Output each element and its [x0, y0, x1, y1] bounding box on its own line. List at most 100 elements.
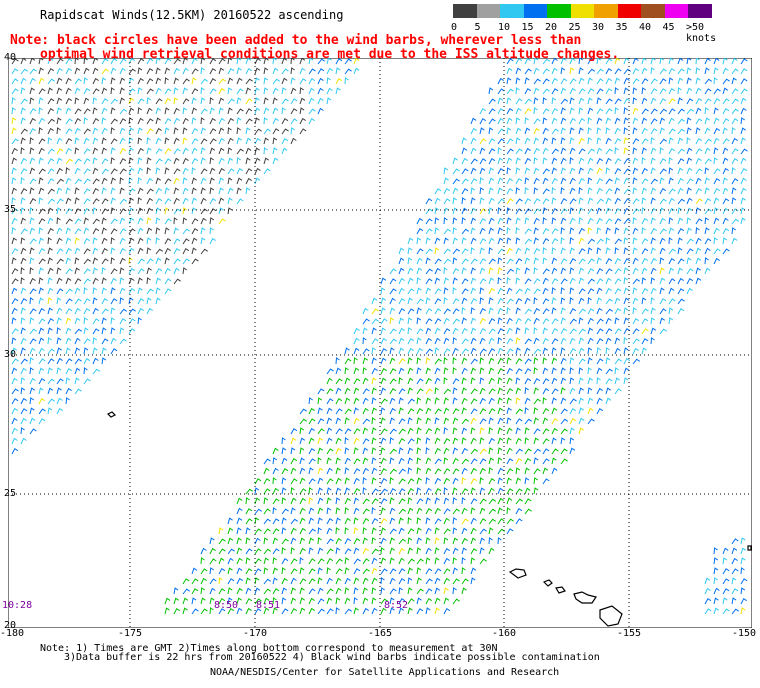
wind-barb — [506, 198, 514, 205]
wind-barb — [335, 367, 342, 375]
wind-barb — [434, 417, 440, 425]
wind-barb — [200, 208, 208, 215]
wind-barb — [29, 257, 35, 265]
wind-barb — [83, 357, 91, 365]
wind-barb — [119, 127, 126, 135]
wind-barb — [659, 117, 666, 125]
wind-barb — [155, 207, 161, 215]
wind-barb — [29, 288, 37, 295]
wind-barb — [632, 107, 639, 115]
wind-barb — [497, 198, 505, 205]
wind-barb — [569, 177, 576, 185]
wind-barb — [245, 87, 251, 95]
wind-barb — [452, 497, 458, 505]
wind-barb — [245, 557, 251, 565]
wind-barb — [596, 397, 603, 405]
legend-swatch-10 — [688, 4, 712, 18]
wind-barb — [551, 297, 557, 305]
wind-barb — [443, 468, 451, 475]
wind-barb — [47, 297, 53, 305]
wind-barb — [191, 68, 199, 75]
wind-barb — [443, 537, 449, 545]
wind-barb — [461, 488, 469, 495]
wind-barb — [596, 157, 603, 165]
wind-barb — [56, 288, 64, 295]
wind-barb — [488, 177, 495, 185]
wind-barb — [371, 527, 377, 535]
wind-barb — [236, 517, 243, 525]
wind-barb — [407, 567, 413, 575]
wind-barb — [569, 337, 576, 345]
wind-barb — [488, 477, 496, 485]
wind-barb — [488, 297, 494, 305]
wind-barb — [38, 237, 44, 245]
wind-barb — [533, 387, 539, 395]
wind-barb — [209, 77, 217, 85]
wind-barb — [551, 137, 557, 145]
wind-barb — [452, 347, 459, 355]
wind-barb — [740, 68, 748, 75]
wind-barb — [470, 417, 477, 425]
wind-barb — [497, 117, 504, 125]
wind-barb — [497, 227, 503, 235]
wind-barb — [695, 127, 701, 135]
wind-barb — [632, 187, 638, 195]
wind-barb — [425, 588, 433, 595]
wind-barb — [29, 377, 36, 385]
wind-barb — [155, 227, 161, 235]
wind-barb — [254, 107, 261, 115]
wind-barb — [290, 568, 298, 575]
wind-barb — [47, 148, 55, 155]
wind-barb — [659, 88, 667, 95]
wind-barb — [416, 248, 424, 255]
wind-barb — [542, 257, 548, 265]
wind-barb — [20, 147, 25, 155]
wind-barb — [344, 537, 351, 545]
wind-barb — [614, 347, 621, 355]
wind-barb — [47, 87, 53, 95]
wind-barb — [137, 167, 144, 175]
wind-barb — [353, 497, 359, 505]
wind-barb — [479, 477, 484, 485]
wind-barb — [308, 588, 316, 595]
wind-barb — [38, 77, 45, 85]
wind-barb — [209, 88, 217, 95]
wind-barb — [551, 177, 558, 185]
wind-barb — [137, 307, 144, 315]
wind-barb — [425, 248, 433, 255]
wind-barb — [155, 107, 162, 115]
wind-barb — [74, 167, 81, 175]
wind-barb — [101, 98, 109, 105]
wind-barb — [596, 217, 603, 225]
wind-barb — [425, 507, 433, 515]
wind-barb — [272, 447, 279, 455]
wind-barb — [173, 208, 181, 215]
wind-barb — [335, 547, 341, 555]
wind-barb — [461, 447, 468, 455]
wind-barb — [605, 218, 613, 225]
wind-barb — [83, 327, 89, 335]
wind-barb — [704, 597, 712, 605]
wind-barb — [398, 407, 404, 415]
wind-barb — [533, 297, 538, 305]
wind-barb — [20, 297, 28, 305]
wind-barb — [38, 97, 44, 105]
wind-barb — [83, 137, 90, 145]
wind-barb — [416, 237, 422, 245]
wind-barb — [452, 547, 459, 555]
wind-barb — [65, 257, 72, 265]
wind-barb — [380, 347, 387, 355]
wind-barb — [443, 198, 451, 205]
wind-barb — [47, 237, 52, 245]
wind-barb — [362, 397, 369, 405]
wind-barb — [38, 287, 44, 295]
wind-barb — [56, 407, 63, 415]
wind-barb — [200, 97, 206, 105]
wind-barb — [353, 357, 358, 365]
wind-barb — [236, 507, 243, 515]
wind-barb — [20, 397, 27, 405]
wind-barb — [155, 137, 162, 145]
wind-barb — [362, 367, 367, 375]
wind-barb — [74, 158, 82, 165]
note-line-1: Note: black circles have been added to t… — [10, 33, 582, 48]
